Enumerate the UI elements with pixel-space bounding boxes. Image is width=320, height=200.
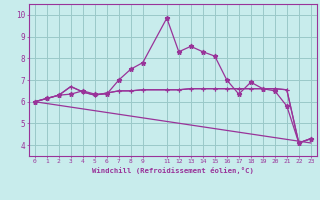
- X-axis label: Windchill (Refroidissement éolien,°C): Windchill (Refroidissement éolien,°C): [92, 167, 254, 174]
